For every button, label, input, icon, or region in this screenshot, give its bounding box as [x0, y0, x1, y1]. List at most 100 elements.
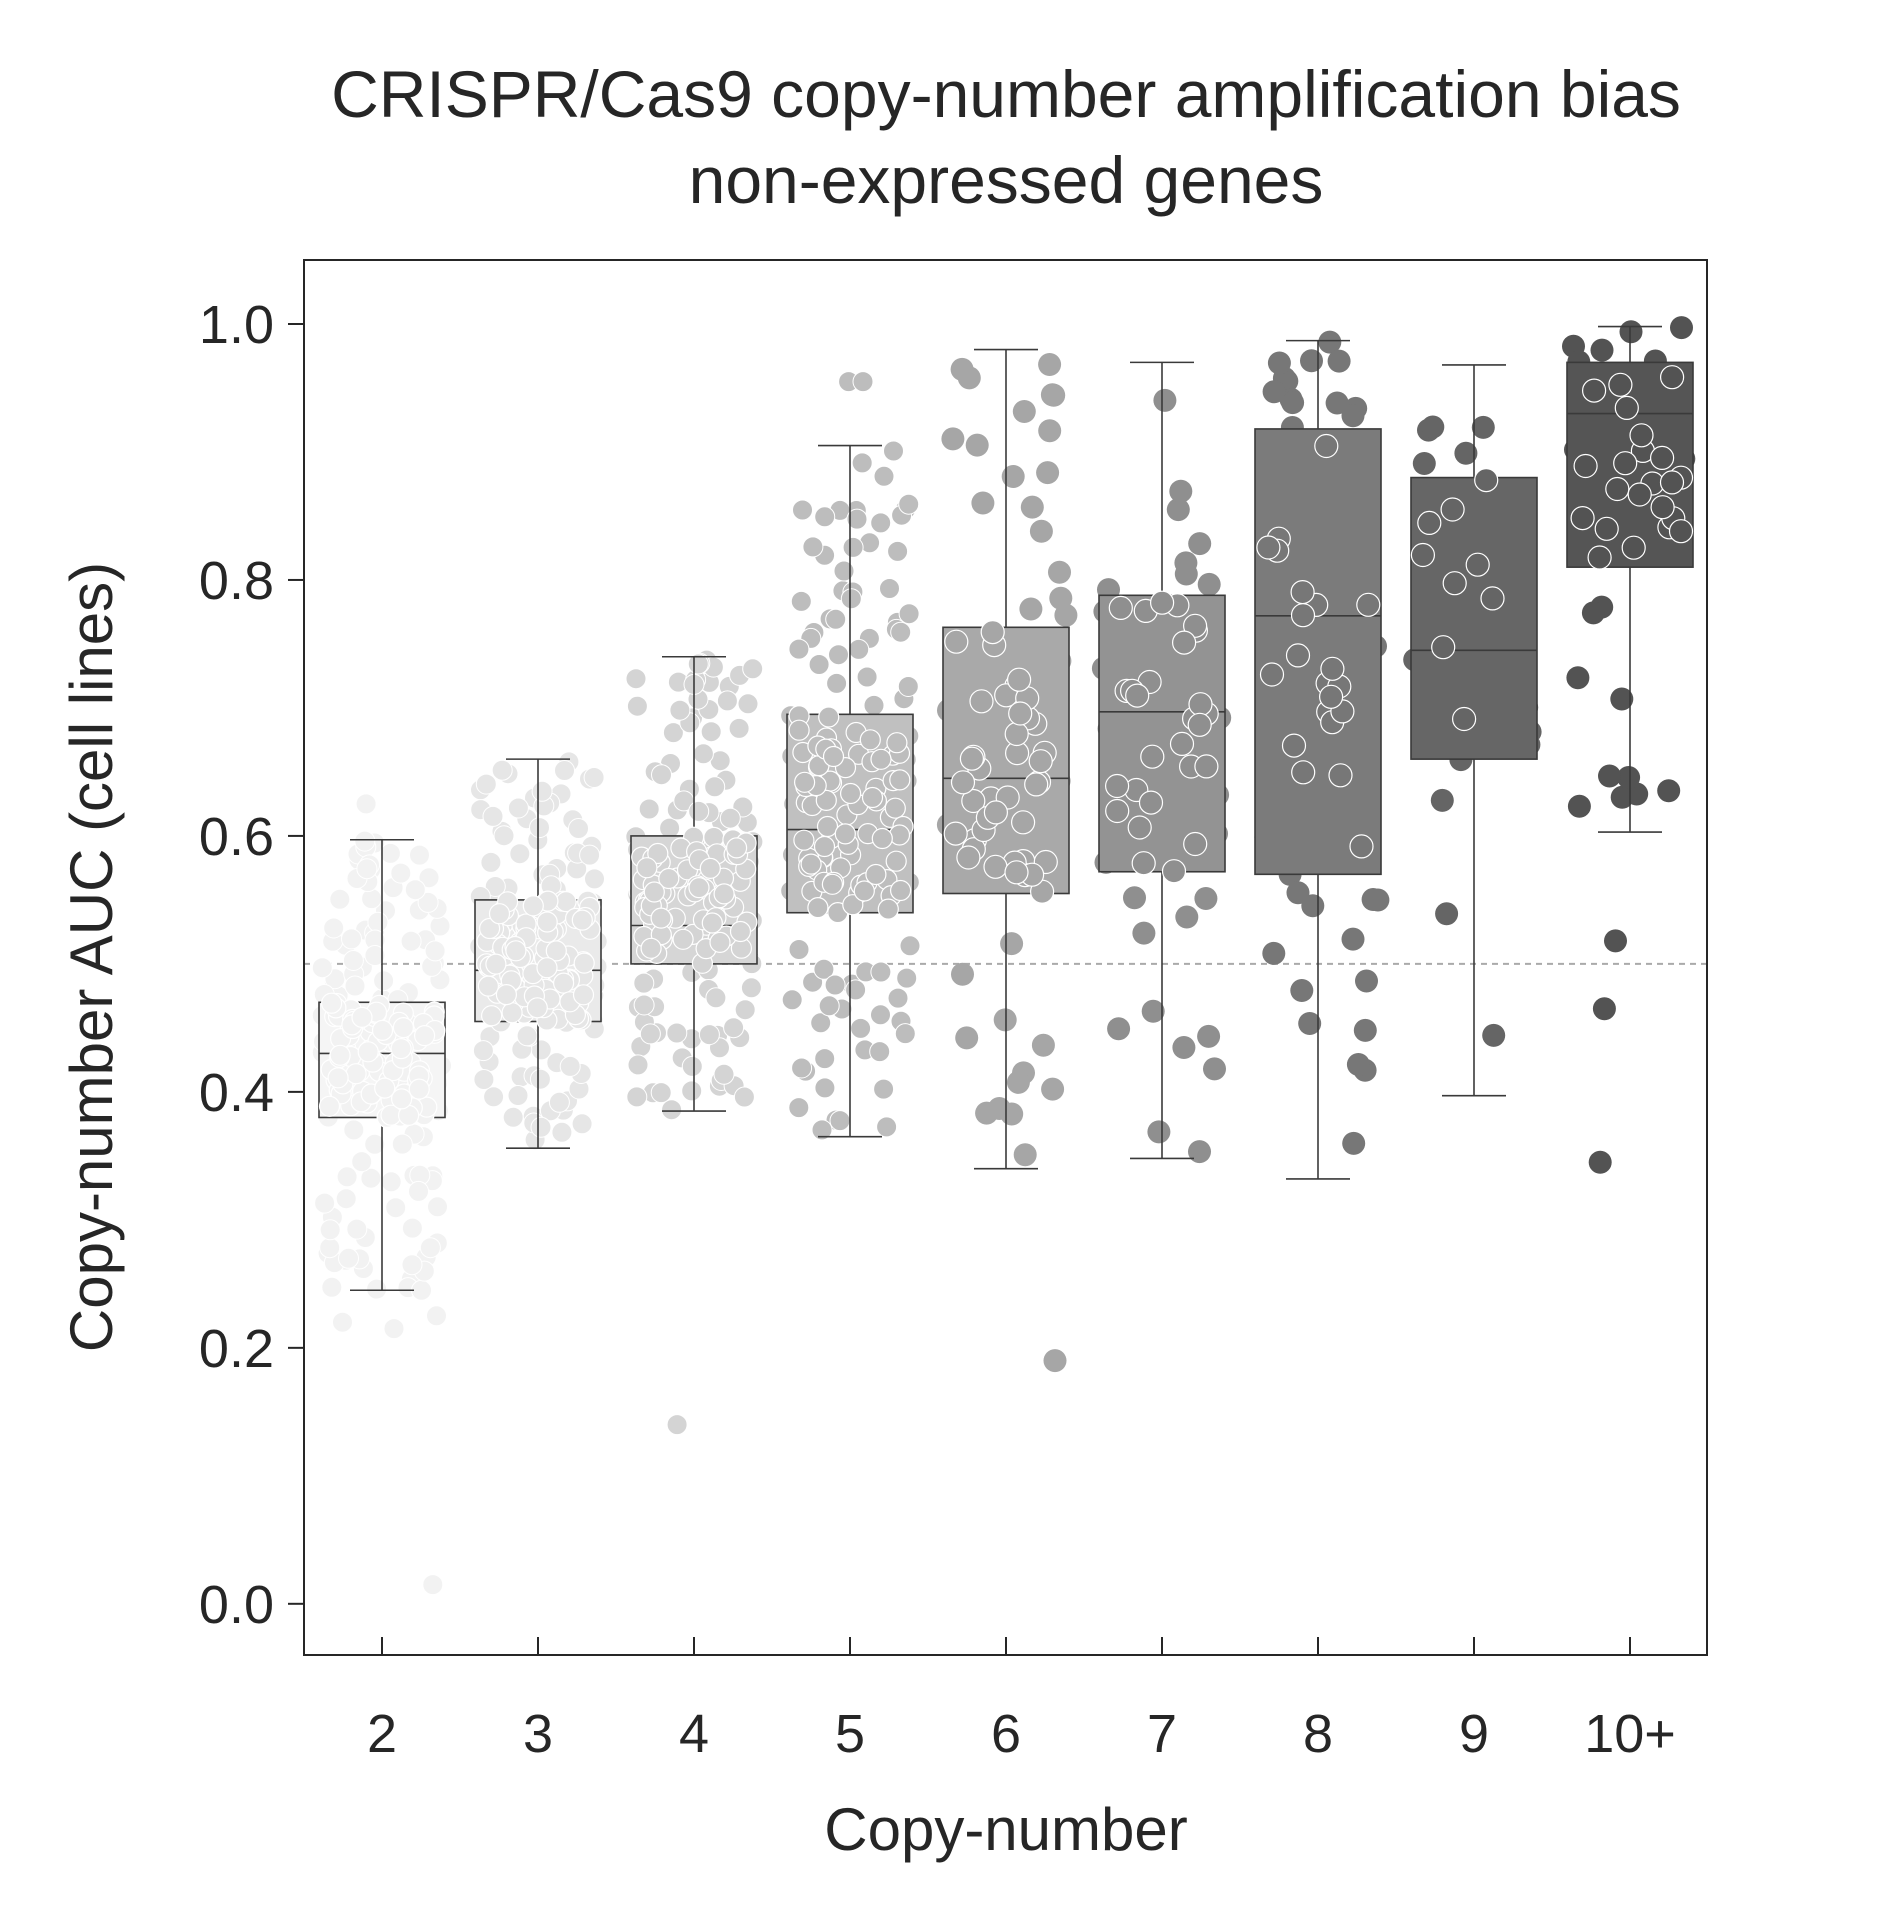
data-point — [1610, 785, 1634, 809]
y-tick-label: 0.8 — [199, 551, 274, 611]
data-point — [1203, 1057, 1226, 1081]
data-point — [485, 953, 507, 975]
data-point — [793, 771, 816, 793]
data-point — [842, 536, 864, 558]
data-point — [956, 845, 981, 870]
data-point — [373, 970, 395, 992]
data-point — [856, 666, 878, 688]
data-point — [788, 638, 810, 660]
data-point — [424, 940, 446, 962]
inner-points-layer — [318, 365, 1694, 1129]
data-point — [346, 1218, 368, 1240]
data-point — [529, 1068, 551, 1090]
data-point — [1604, 929, 1627, 953]
data-point — [364, 945, 386, 966]
data-point — [1000, 1102, 1024, 1126]
data-point — [822, 745, 845, 768]
data-point — [813, 958, 835, 980]
data-point — [1318, 330, 1342, 354]
data-point — [1040, 383, 1064, 407]
data-point — [742, 658, 764, 680]
data-point — [1670, 316, 1693, 340]
data-point — [391, 1133, 413, 1155]
data-point — [1440, 497, 1465, 522]
data-point — [321, 1276, 343, 1298]
data-point — [638, 798, 660, 820]
data-point — [650, 1082, 672, 1104]
data-point — [1187, 712, 1212, 737]
data-point — [1286, 881, 1310, 905]
points-6 — [936, 353, 1078, 1373]
data-point — [1471, 415, 1495, 439]
data-point — [944, 629, 969, 654]
data-point — [1140, 744, 1165, 769]
data-point — [887, 987, 909, 1009]
data-point — [1356, 592, 1381, 617]
data-point — [1000, 932, 1024, 956]
data-point — [332, 1311, 353, 1333]
data-point — [802, 536, 824, 558]
data-point — [1285, 643, 1311, 668]
data-point — [1412, 452, 1436, 475]
data-point — [861, 786, 884, 809]
data-point — [961, 788, 986, 814]
data-point — [650, 907, 672, 929]
data-point — [894, 1023, 916, 1045]
data-point — [1482, 1023, 1506, 1047]
data-point — [1188, 532, 1212, 556]
x-tick-label: 2 — [367, 1704, 397, 1764]
data-point — [840, 588, 862, 610]
data-point — [1346, 1053, 1370, 1076]
data-point — [531, 780, 553, 802]
data-point — [1123, 886, 1146, 910]
data-point — [554, 760, 575, 781]
inner-points-6 — [943, 619, 1058, 904]
data-point — [897, 676, 919, 697]
data-point — [1020, 495, 1044, 519]
data-point — [1290, 979, 1314, 1002]
data-point — [1474, 468, 1499, 493]
data-point — [810, 1012, 832, 1034]
data-point — [345, 1063, 367, 1085]
data-point — [360, 1167, 382, 1189]
data-point — [1598, 764, 1621, 788]
data-point — [1570, 505, 1595, 531]
data-point — [311, 957, 333, 979]
data-point — [1587, 545, 1612, 570]
data-point — [633, 972, 655, 994]
data-point — [329, 1044, 351, 1066]
data-point — [1657, 779, 1681, 803]
data-point — [1298, 1012, 1322, 1035]
data-point — [699, 857, 721, 880]
data-point — [414, 1024, 436, 1047]
data-point — [1188, 692, 1213, 717]
data-point — [647, 842, 669, 865]
data-point — [969, 689, 994, 714]
data-point — [502, 1106, 524, 1128]
data-point — [1328, 763, 1353, 788]
data-point — [1342, 1131, 1366, 1155]
data-point — [526, 997, 548, 1019]
data-point — [1029, 519, 1053, 543]
data-point — [1290, 603, 1316, 628]
data-point — [870, 1004, 891, 1026]
data-point — [374, 1077, 396, 1099]
data-point — [790, 590, 812, 612]
data-point — [1024, 772, 1049, 797]
data-point — [1141, 999, 1165, 1023]
data-point — [1262, 380, 1286, 404]
data-point — [1036, 461, 1060, 485]
data-point — [821, 873, 844, 895]
data-point — [1006, 667, 1032, 692]
data-point — [1314, 433, 1339, 459]
data-point — [390, 1037, 412, 1060]
data-point — [896, 967, 918, 989]
data-point — [366, 1278, 388, 1300]
x-tick-label: 10+ — [1584, 1704, 1676, 1764]
data-point — [889, 879, 912, 902]
data-point — [1043, 1349, 1067, 1373]
data-point — [839, 782, 862, 805]
data-point — [343, 1119, 365, 1141]
data-point — [1019, 597, 1043, 621]
data-point — [818, 706, 840, 728]
